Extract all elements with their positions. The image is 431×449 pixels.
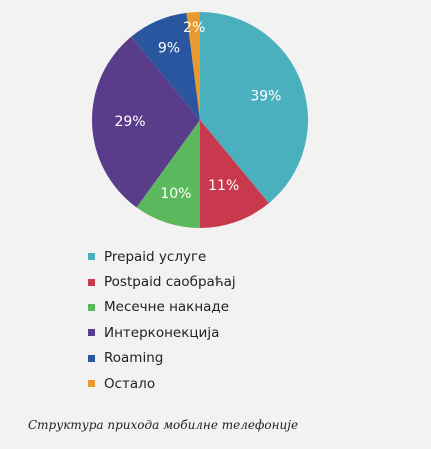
pie-slice-roaming — [131, 12, 200, 121]
legend-item-other: Остало — [88, 371, 236, 396]
legend-item-roaming: Roaming — [88, 346, 236, 371]
pie-chart: 39% 11% 10% 29% 9%2% — [92, 11, 309, 228]
legend-swatch — [88, 380, 95, 388]
legend-label: Остало — [104, 375, 156, 392]
legend-swatch — [88, 253, 95, 261]
legend-label: Roaming — [104, 350, 164, 367]
pie-label-interconnection: 29% — [114, 114, 145, 130]
pie-label-monthly-fees: 10% — [160, 186, 191, 202]
pie-slice-prepaid — [200, 12, 309, 204]
legend: Prepaid услуге Postpaid саобраћај Месечн… — [88, 244, 236, 396]
legend-label: Интерконекција — [104, 324, 220, 341]
pie-label-prepaid: 39% — [250, 88, 281, 104]
pie-label-postpaid: 11% — [208, 178, 239, 194]
legend-swatch — [88, 278, 95, 286]
pie-label-other: 2% — [183, 20, 205, 36]
pie-label-roaming: 9% — [158, 40, 180, 56]
figure-caption: Структура прихода мобилне телефоније — [28, 418, 299, 432]
pie-slice-interconnection — [92, 36, 200, 208]
pie-slice-postpaid — [200, 120, 269, 228]
legend-item-postpaid: Postpaid саобраћај — [88, 269, 236, 294]
legend-swatch — [88, 303, 95, 311]
pie-slice-monthly-fees — [136, 120, 200, 228]
legend-swatch — [88, 329, 95, 337]
legend-item-prepaid: Prepaid услуге — [88, 244, 236, 269]
legend-item-monthly-fees: Месечне накнаде — [88, 295, 236, 320]
legend-label: Postpaid саобраћај — [104, 274, 236, 291]
pie-slice-other — [186, 11, 200, 120]
legend-label: Prepaid услуге — [104, 248, 207, 265]
legend-label: Месечне накнаде — [104, 299, 230, 316]
legend-item-interconnection: Интерконекција — [88, 320, 236, 345]
legend-swatch — [88, 354, 95, 362]
